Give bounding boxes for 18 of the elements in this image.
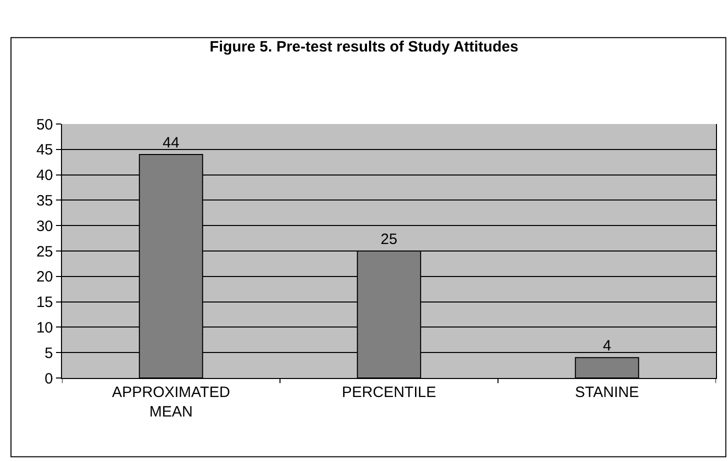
data-label: 4 (602, 338, 612, 355)
y-tick-label: 10 (36, 319, 53, 336)
chart-title: Figure 5. Pre-test results of Study Attitudes (210, 38, 518, 56)
x-tick-label: STANINE (575, 384, 639, 401)
data-label: 44 (162, 134, 180, 152)
y-tick-label: 40 (36, 167, 53, 184)
y-tick-label: 30 (36, 218, 53, 235)
y-tick-label: 45 (36, 142, 53, 159)
data-label: 25 (380, 231, 398, 248)
y-tick-label: 50 (36, 116, 53, 134)
y-tick-label: 35 (36, 192, 53, 210)
y-tick-label: 25 (36, 243, 53, 260)
y-tick-label: 5 (44, 344, 53, 362)
x-tick-label: PERCENTILE (342, 384, 436, 401)
y-tick-label: 0 (44, 370, 53, 388)
y-tick-label: 15 (36, 294, 53, 312)
y-tick-label: 20 (36, 268, 53, 286)
x-tick-label: APPROXIMATED MEAN (112, 384, 230, 420)
